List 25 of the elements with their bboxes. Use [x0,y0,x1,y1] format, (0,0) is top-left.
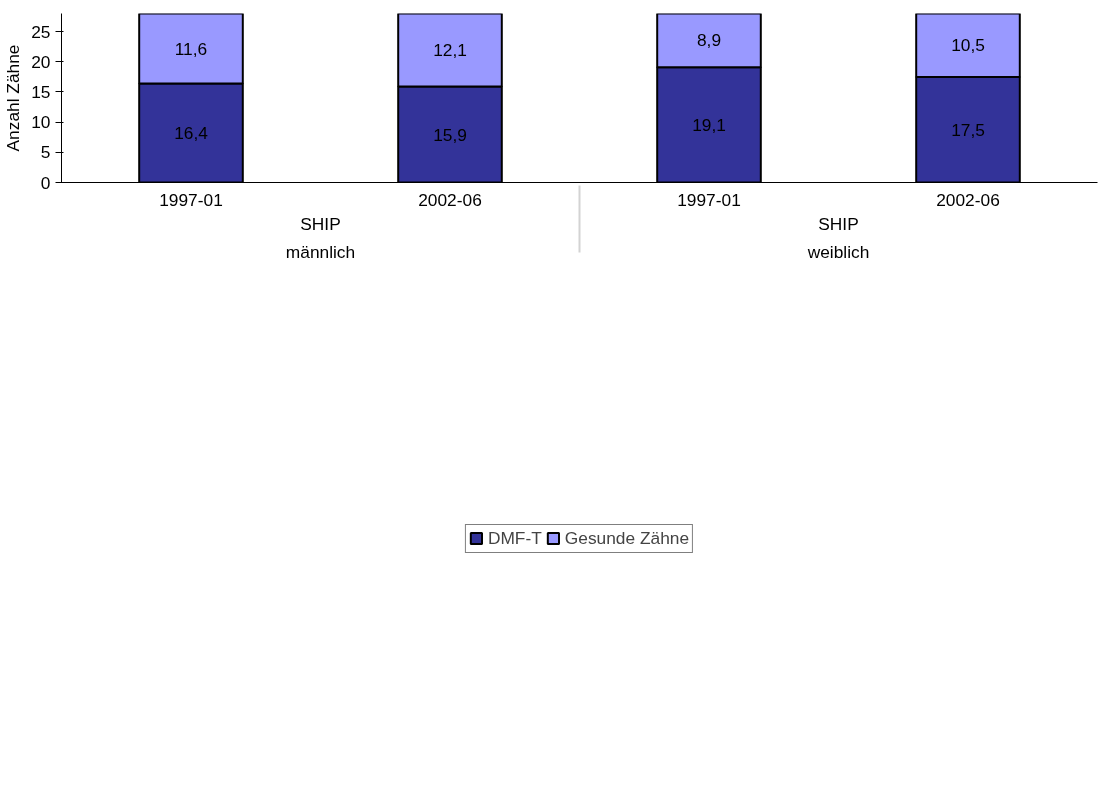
legend-label: Gesunde Zähne [564,527,690,549]
y-tick-label: 15 [31,81,51,102]
x-tick-label: 1997-01 [677,189,741,210]
y-tick-label: 20 [31,51,51,72]
x-tick-label: 1997-01 [159,189,223,210]
data-label: 11,6 [174,38,208,59]
x-tick-label: 2002-06 [936,189,1000,210]
data-label: 8,9 [696,30,722,51]
text: SHIP [818,213,859,234]
data-label: 17,5 [951,119,985,140]
data-label: 10,5 [951,35,985,56]
y-tick-label: 0 [40,172,51,193]
text: weiblich [806,241,870,262]
text: männlich [285,241,356,262]
x-tick-label: 2002-06 [418,189,482,210]
data-label: 15,9 [433,124,467,145]
y-tick-label: 25 [31,21,51,42]
data-label: 12,1 [433,40,467,61]
y-tick-label: 5 [40,142,51,163]
y-axis-title: Anzahl Zähne [3,44,24,152]
y-tick-label: 10 [31,112,51,133]
data-label: 16,4 [174,123,209,144]
data-label: 19,1 [692,114,726,135]
legend-label: DMF-T [487,527,542,549]
text: SHIP [300,213,341,234]
